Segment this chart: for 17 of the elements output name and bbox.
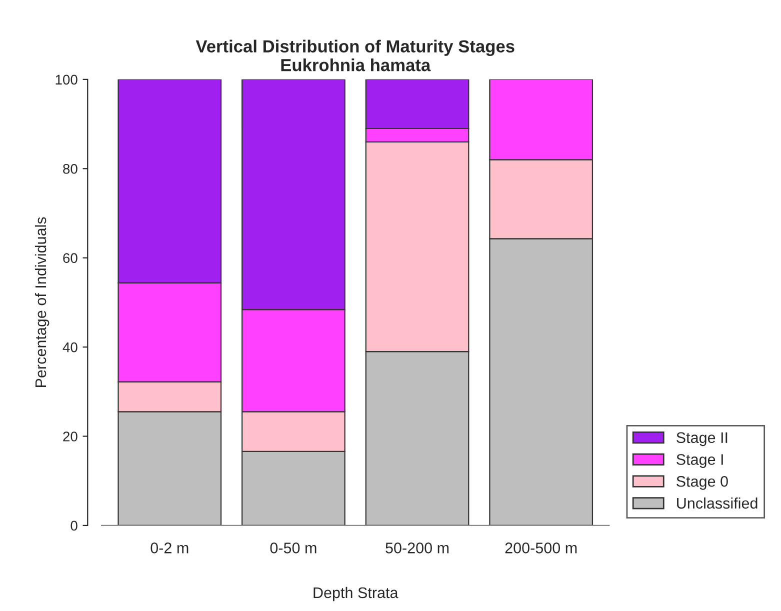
y-tick-label: 60: [63, 253, 78, 264]
x-tick-label: 0-50 m: [270, 542, 316, 554]
legend-label: Stage II: [676, 432, 728, 446]
y-axis-title: Percentage of Individuals: [34, 217, 50, 387]
y-tick-label: 100: [56, 74, 78, 85]
y-tick-label: 0: [70, 520, 78, 531]
legend-label: Stage I: [676, 454, 723, 468]
legend-label: Stage 0: [676, 476, 728, 490]
x-tick-label: 0-2 m: [150, 542, 188, 554]
y-tick-label: 40: [62, 342, 78, 352]
legend-label: Unclassified: [677, 497, 758, 509]
x-axis-title: Depth Strata: [314, 586, 398, 602]
y-tick-label: 20: [63, 432, 78, 442]
x-tick-label: 50-200 m: [386, 542, 449, 554]
chart-title: Vertical Distribution of Maturity Stages Eukrohnia hamata: [196, 40, 514, 72]
x-tick-label: 200-500 m: [505, 542, 577, 554]
y-tick-label: 80: [63, 164, 78, 174]
